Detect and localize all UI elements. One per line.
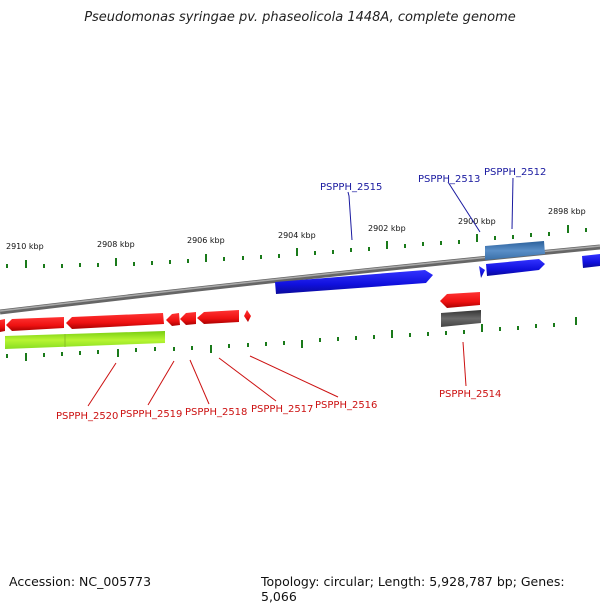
gene-reverse-arrow[interactable] [66,313,164,329]
scale-label: 2908 kbp [97,240,135,249]
genome-title: Pseudomonas syringae pv. phaseolicola 14… [84,10,516,25]
upper-label-leaders [347,177,514,241]
gene-reverse-arrow[interactable] [440,292,480,308]
gene-label[interactable]: PSPPH_2517 [251,404,313,415]
lower-label-leaders [87,341,467,407]
scale-label: 2900 kbp [458,217,496,226]
scale-label: 2902 kbp [368,224,406,233]
gene-label[interactable]: PSPPH_2518 [185,407,247,418]
gene-reverse-arrow[interactable] [180,312,196,325]
scale-label: 2898 kbp [548,207,586,216]
gene-reverse-arrow[interactable] [244,310,251,322]
pseudo-gene[interactable] [441,310,481,327]
gene-forward-arrow[interactable] [479,266,485,278]
gene-forward-arrow[interactable] [275,270,433,294]
gene-label[interactable]: PSPPH_2516 [315,400,377,411]
upper-tick-scale [6,225,587,268]
rna-gene[interactable] [5,331,165,349]
scale-label: 2910 kbp [6,242,44,251]
gene-forward-arrow[interactable] [486,259,545,276]
gene-label[interactable]: PSPPH_2520 [56,411,118,422]
lower-tick-scale [6,317,577,361]
trna-gene[interactable] [485,241,545,260]
gene-reverse-arrow[interactable] [166,313,180,326]
gene-label[interactable]: PSPPH_2519 [120,409,182,420]
scale-label: 2906 kbp [187,236,225,245]
gene-reverse-arrow[interactable] [197,310,239,324]
gene-reverse-arrow[interactable] [6,317,64,331]
gene-label[interactable]: PSPPH_2513 [418,174,480,185]
gene-forward-arrow[interactable] [582,254,600,268]
accession-label: Accession: NC_005773 [9,574,152,589]
gene-label[interactable]: PSPPH_2515 [320,182,382,193]
gene-reverse-arrow[interactable] [0,319,5,332]
gene-label[interactable]: PSPPH_2512 [484,167,546,178]
gene-label[interactable]: PSPPH_2514 [439,389,501,400]
scale-label: 2904 kbp [278,231,316,240]
